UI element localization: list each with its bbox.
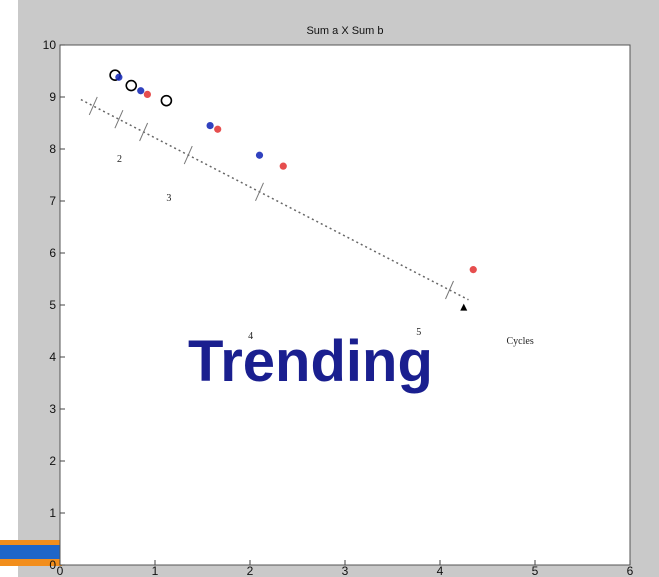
x-tick-label: 6 <box>627 564 634 577</box>
y-tick-label: 3 <box>49 402 56 416</box>
trend-line-group <box>80 96 469 301</box>
data-point-dot <box>137 87 145 95</box>
data-point-circle <box>160 94 173 107</box>
trend-tick-mark <box>255 182 264 202</box>
y-tick-label: 2 <box>49 454 56 468</box>
data-point-dot <box>214 125 222 133</box>
x-tick-label: 5 <box>532 564 539 577</box>
chart-annotation: 3 <box>166 193 171 204</box>
y-tick-label: 5 <box>49 298 56 312</box>
y-tick-label: 4 <box>49 350 56 364</box>
data-point-dot <box>469 266 477 274</box>
plot-area <box>59 44 631 566</box>
x-tick-label: 4 <box>437 564 444 577</box>
y-tick-label: 7 <box>49 194 56 208</box>
y-tick-label: 0 <box>49 558 56 572</box>
chart-annotation: 5 <box>416 327 421 338</box>
x-tick-label: 3 <box>342 564 349 577</box>
chart-annotation: 2 <box>117 154 122 165</box>
data-point-dot <box>206 122 214 130</box>
data-point-dot <box>255 151 264 159</box>
y-tick-label: 1 <box>49 506 56 520</box>
chart-annotation: 4 <box>248 331 253 342</box>
slide-margin <box>0 0 18 577</box>
data-point-dot <box>115 73 123 81</box>
trend-tick-mark <box>114 110 124 129</box>
x-tick-label: 0 <box>57 564 64 577</box>
data-point-dot <box>143 90 151 98</box>
y-axis: 0 1 2 3 4 5 6 7 8 9 10 <box>43 38 65 572</box>
data-point-triangle <box>460 303 468 311</box>
slide-accent-bar-blue <box>0 545 62 559</box>
y-tick-label: 10 <box>43 38 57 52</box>
chart-title: Sum a X Sum b <box>306 25 383 37</box>
x-tick-label: 2 <box>247 564 254 577</box>
x-tick-label: 1 <box>152 564 159 577</box>
trending-overlay-label: Trending <box>188 329 433 394</box>
x-axis: 0 1 2 3 4 5 6 <box>57 560 634 577</box>
y-tick-label: 8 <box>49 142 56 156</box>
trend-tick-mark <box>445 280 454 300</box>
trend-tick-mark <box>88 96 98 116</box>
data-points <box>109 69 477 311</box>
y-tick-label: 9 <box>49 90 56 104</box>
data-point-dot <box>279 162 287 170</box>
chart-annotation: Cycles <box>507 336 534 347</box>
data-point-circle <box>125 79 138 92</box>
annotations: 2 3 4 5 Cycles <box>117 154 534 347</box>
trend-tick-mark <box>139 122 149 142</box>
y-tick-label: 6 <box>49 246 56 260</box>
trend-tick-mark <box>183 145 193 165</box>
